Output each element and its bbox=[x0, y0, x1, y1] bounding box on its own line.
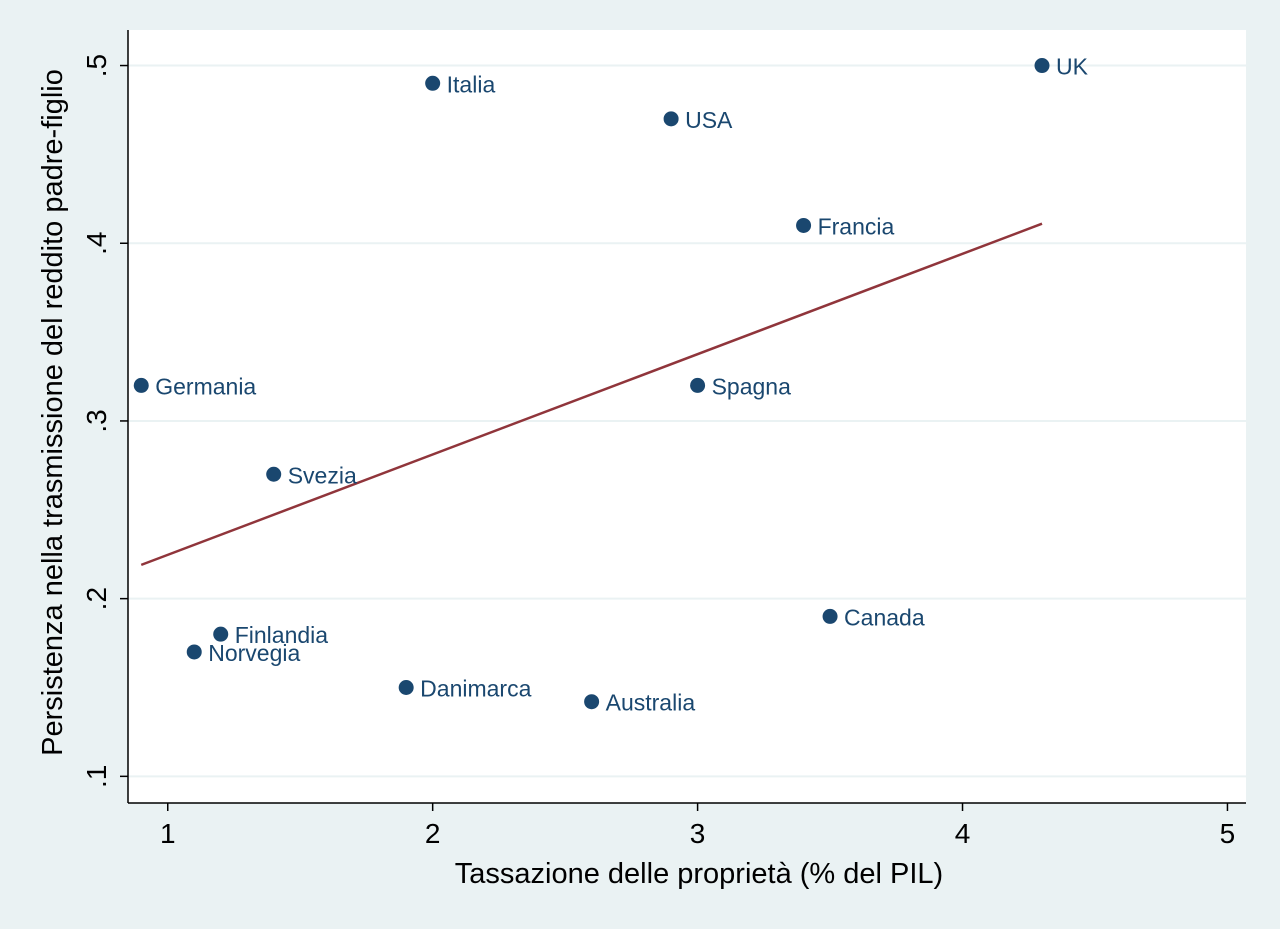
x-tick-label: 5 bbox=[1220, 818, 1236, 849]
fit-line bbox=[140, 222, 1043, 567]
axes: .1 .2 .3 .4 .5 1 2 3 4 5 bbox=[81, 30, 1246, 849]
data-point bbox=[186, 644, 202, 660]
data-point bbox=[266, 466, 282, 482]
x-tick-label: 3 bbox=[690, 818, 706, 849]
point-label: Svezia bbox=[288, 462, 357, 488]
data-point bbox=[584, 694, 600, 710]
data-point bbox=[398, 679, 414, 695]
point-label: Francia bbox=[818, 213, 895, 239]
x-axis-label: Tassazione delle proprietà (% del PIL) bbox=[455, 858, 943, 890]
point-label: Italia bbox=[447, 71, 496, 97]
point-label: Spagna bbox=[712, 373, 792, 399]
point-label: Germania bbox=[155, 373, 256, 399]
y-tick-label: .3 bbox=[81, 409, 112, 432]
plot-area bbox=[128, 30, 1246, 803]
point-label: Norvegia bbox=[208, 640, 300, 666]
point-label: Australia bbox=[606, 690, 696, 716]
grid-lines bbox=[128, 64, 1246, 778]
y-tick-label: .4 bbox=[81, 232, 112, 255]
data-point bbox=[213, 626, 229, 642]
y-tick-label: .1 bbox=[81, 765, 112, 788]
data-point bbox=[796, 217, 812, 233]
point-label: Canada bbox=[844, 604, 925, 630]
x-tick-label: 1 bbox=[160, 818, 176, 849]
y-tick-label: .5 bbox=[81, 54, 112, 77]
data-points: Italia UK USA Francia Germania Spagna Svezia Ca… bbox=[133, 54, 1089, 716]
data-point bbox=[1034, 58, 1050, 74]
point-label: USA bbox=[685, 107, 733, 133]
fit-line-layer bbox=[140, 222, 1043, 567]
point-label: UK bbox=[1056, 54, 1089, 80]
data-point bbox=[425, 75, 441, 91]
data-point bbox=[690, 377, 706, 393]
data-point bbox=[822, 608, 838, 624]
point-label: Danimarca bbox=[420, 675, 531, 701]
data-point bbox=[133, 377, 149, 393]
x-tick-label: 4 bbox=[955, 818, 971, 849]
y-tick-label: .2 bbox=[81, 587, 112, 610]
x-tick-label: 2 bbox=[425, 818, 441, 849]
point-label: Finlandia bbox=[235, 622, 329, 648]
data-point bbox=[663, 111, 679, 127]
y-axis-label: Persistenza nella trasmissione del reddi… bbox=[37, 69, 69, 756]
